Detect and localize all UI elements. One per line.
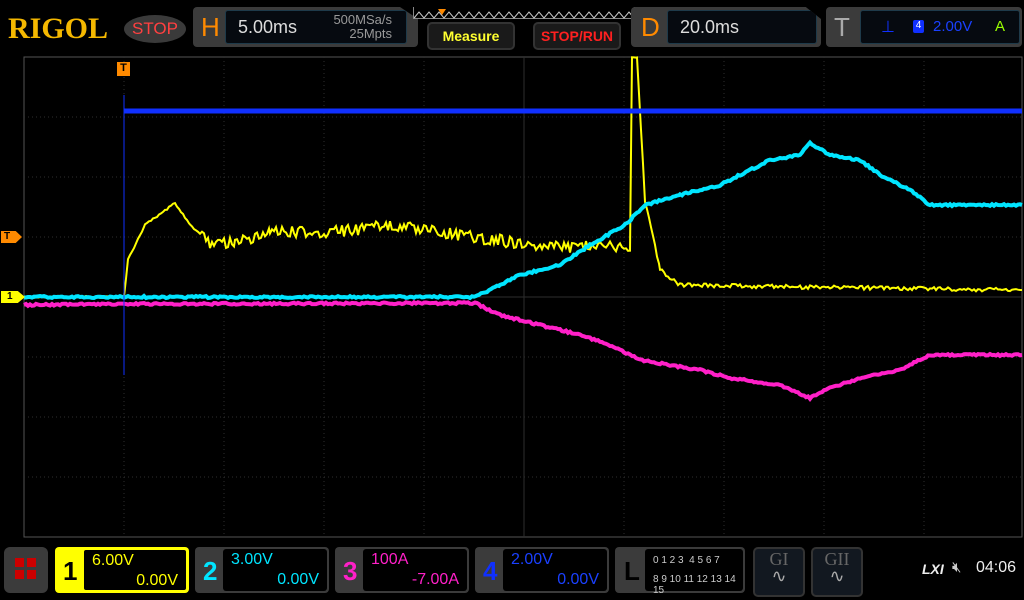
trigger-level: 2.00V (933, 18, 972, 35)
channel-1-number: 1 (63, 556, 77, 587)
channel-4-offset: 0.00V (557, 571, 599, 589)
channel-1-trace (24, 57, 1022, 298)
logic-analyzer-box[interactable]: L 0 1 2 3 4 5 6 7 8 9 10 11 12 13 14 15 (615, 547, 745, 593)
channel-4-box[interactable]: 4 2.00V 0.00V (475, 547, 609, 593)
channel-3-box[interactable]: 3 100A -7.00A (335, 547, 469, 593)
sine-wave-icon: ∿ (755, 570, 803, 582)
channel-2-box[interactable]: 2 3.00V 0.00V (195, 547, 329, 593)
logic-channels-0-7: 0 1 2 3 4 5 6 7 (653, 555, 720, 566)
menu-icon (15, 558, 24, 567)
delay-label: D (641, 12, 660, 43)
channel-2-number: 2 (203, 556, 217, 587)
measure-button[interactable]: Measure (427, 22, 515, 50)
clock-time: 04:06 (976, 559, 1016, 577)
trigger-label: T (834, 12, 850, 43)
trigger-panel[interactable]: T ⊥ 4 2.00V A (826, 7, 1022, 47)
logic-label: L (624, 556, 640, 587)
rigol-logo: RIGOL (8, 12, 108, 46)
channel-3-number: 3 (343, 556, 357, 587)
delay-panel[interactable]: D 20.0ms (631, 7, 821, 47)
channel-3-offset: -7.00A (412, 571, 459, 589)
menu-button[interactable] (4, 547, 48, 593)
horizontal-panel[interactable]: H 5.00ms 500MSa/s 25Mpts (193, 7, 418, 47)
lxi-icon: LXI (922, 561, 944, 577)
waveform-display[interactable] (0, 55, 1024, 540)
memory-depth: 25Mpts (349, 26, 392, 41)
channel-2-scale: 3.00V (231, 551, 273, 569)
generator-2-button[interactable]: GII ∿ (811, 547, 863, 597)
trigger-source: 4 (913, 20, 924, 33)
sine-wave-icon: ∿ (813, 570, 861, 582)
channel-1-scale: 6.00V (92, 552, 134, 570)
channel-4-scale: 2.00V (511, 551, 553, 569)
rising-edge-icon: ⊥ (881, 17, 895, 37)
trigger-position-marker[interactable]: T (117, 62, 130, 76)
horizontal-label: H (201, 12, 220, 43)
channel-3-scale: 100A (371, 551, 408, 569)
channel-2-offset: 0.00V (277, 571, 319, 589)
logic-channels-8-15: 8 9 10 11 12 13 14 15 (653, 574, 743, 596)
waveform-overview (413, 7, 635, 19)
sample-rate: 500MSa/s (333, 12, 392, 27)
generator-1-button[interactable]: GI ∿ (753, 547, 805, 597)
delay-value: 20.0ms (680, 17, 739, 38)
channel-4-number: 4 (483, 556, 497, 587)
channel-2-trace (24, 143, 1022, 298)
channel-3-trace (24, 302, 1022, 399)
speaker-muted-icon[interactable]: 🔇︎ (952, 559, 961, 576)
trigger-mode: A (995, 18, 1005, 35)
stop-run-button[interactable]: STOP/RUN (533, 22, 621, 50)
run-state-badge[interactable]: STOP (124, 15, 186, 43)
channel-1-box[interactable]: 1 6.00V 0.00V (55, 547, 189, 593)
timebase-value: 5.00ms (238, 17, 297, 38)
channel-1-offset: 0.00V (136, 572, 178, 590)
